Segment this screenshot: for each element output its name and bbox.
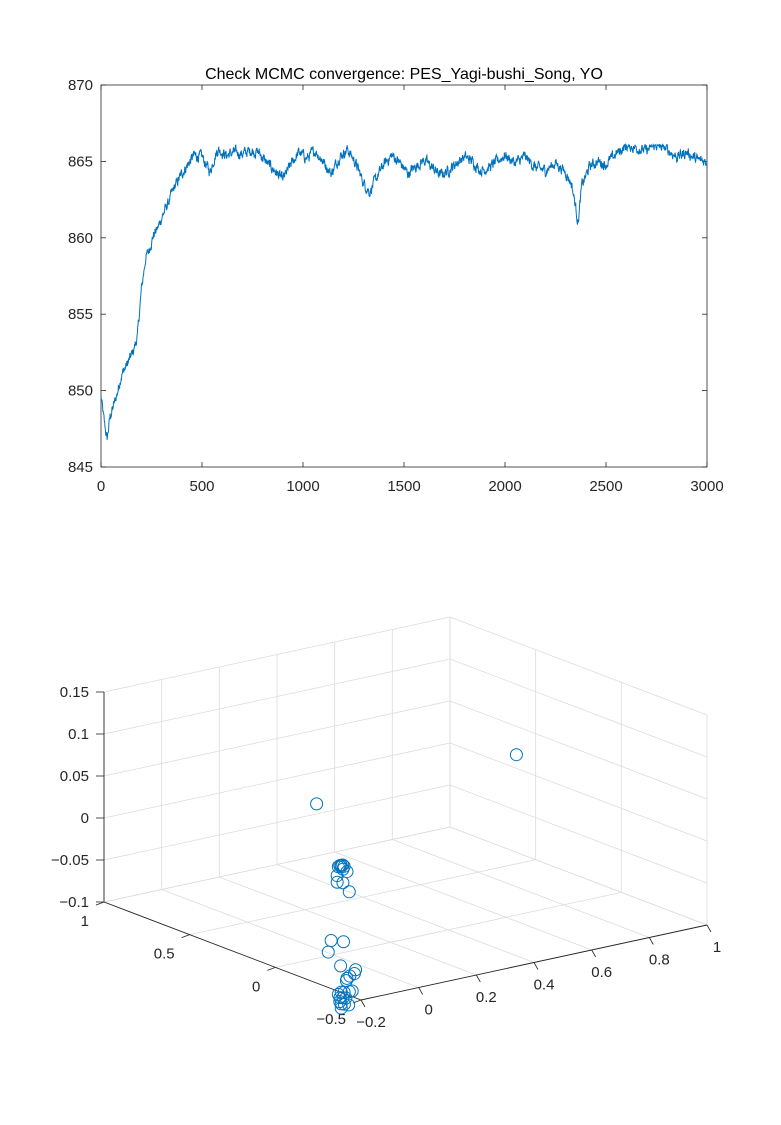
x-axis-tick-label: 0.2 bbox=[476, 989, 497, 1006]
floor-grid-line bbox=[189, 859, 536, 936]
trace-x-tick-label: 500 bbox=[189, 478, 214, 495]
scatter-point bbox=[336, 876, 350, 890]
floor-grid-line bbox=[334, 851, 592, 951]
y-axis-tick bbox=[181, 934, 190, 939]
scatter3d-ticks: −0.2 0 0.2 0.4 0.6 0.8 1 −0.5 0 0.5 1 −0.1 −0.05 0 0.0… bbox=[51, 684, 721, 1031]
x-axis-tick-label: 1 bbox=[713, 939, 721, 956]
x-axis-tick-label: 0.8 bbox=[649, 952, 670, 969]
x-axis-tick bbox=[533, 962, 539, 970]
scatter-point bbox=[310, 797, 324, 811]
side-wall-grid-line bbox=[449, 616, 708, 716]
x-axis-tick bbox=[360, 999, 366, 1008]
x-axis-tick bbox=[475, 974, 481, 983]
floor-grid-line bbox=[276, 864, 535, 963]
side-wall-grid-line bbox=[449, 826, 708, 926]
back-wall-grid-line bbox=[103, 658, 451, 735]
side-wall-grid-line bbox=[449, 742, 708, 842]
side-wall-grid-line bbox=[449, 784, 708, 884]
trace-x-tick-label: 1000 bbox=[286, 478, 319, 495]
trace-plot: Check MCMC convergence: PES_Yagi-bushi_S… bbox=[68, 66, 724, 495]
x-axis-tick bbox=[706, 924, 712, 933]
z-axis-tick-label: 0 bbox=[81, 810, 89, 827]
scatter-point bbox=[342, 998, 356, 1012]
scatter3d-plot: −0.2 0 0.2 0.4 0.6 0.8 1 −0.5 0 0.5 1 −0.1 −0.05 0 0.0… bbox=[51, 616, 721, 1031]
side-wall-grid-line bbox=[449, 700, 708, 800]
x-axis-tick-label: 0 bbox=[424, 1002, 432, 1019]
y-axis-tick-label: 0 bbox=[252, 978, 260, 995]
scatter-point bbox=[509, 748, 523, 762]
y-axis-tick bbox=[267, 966, 276, 971]
floor-grid-line bbox=[219, 876, 477, 976]
back-wall-grid-line bbox=[103, 826, 451, 903]
z-axis-tick-label: 0.1 bbox=[68, 726, 89, 743]
floor-grid-line bbox=[161, 889, 419, 988]
back-wall-grid-line bbox=[103, 700, 451, 777]
scatter-point bbox=[321, 945, 335, 959]
scatter3d-points bbox=[310, 748, 523, 1015]
trace-y-tick-label: 860 bbox=[68, 230, 93, 247]
trace-y-tick-label: 865 bbox=[68, 153, 93, 170]
trace-ticks: 0 500 1000 1500 2000 2500 3000 845 850 855 860 865 8… bbox=[68, 77, 724, 495]
x-axis-tick bbox=[648, 937, 654, 945]
floor-grid-line bbox=[275, 891, 622, 968]
trace-y-tick-label: 855 bbox=[68, 306, 93, 323]
floor-grid-line bbox=[392, 839, 650, 938]
z-axis-tick-label: 0.05 bbox=[60, 768, 89, 785]
z-axis-tick-label: −0.1 bbox=[59, 894, 89, 911]
trace-x-tick-label: 1500 bbox=[387, 478, 420, 495]
scatter-point bbox=[336, 935, 350, 949]
y-axis-tick-label: 1 bbox=[81, 913, 89, 930]
trace-y-tick-label: 870 bbox=[68, 77, 93, 94]
trace-title: Check MCMC convergence: PES_Yagi-bushi_S… bbox=[205, 66, 603, 83]
back-wall-grid-line bbox=[103, 742, 451, 819]
scatter-point bbox=[334, 1001, 348, 1015]
y-axis-tick bbox=[95, 901, 105, 906]
trace-y-tick-label: 850 bbox=[68, 383, 93, 400]
scatter-point bbox=[349, 963, 363, 977]
y-axis-tick-label: −0.5 bbox=[316, 1011, 346, 1028]
x-axis-tick bbox=[418, 987, 424, 995]
trace-series-line bbox=[100, 142, 708, 440]
x-axis-tick-label: 0.4 bbox=[534, 977, 555, 994]
trace-axes-box bbox=[100, 84, 708, 468]
trace-x-tick-label: 2000 bbox=[488, 478, 521, 495]
z-axis-tick-label: −0.05 bbox=[51, 852, 89, 869]
trace-y-tick-label: 845 bbox=[68, 459, 93, 476]
back-wall-grid-line bbox=[103, 616, 451, 693]
scatter-point bbox=[334, 959, 348, 973]
x-axis-tick-label: 0.6 bbox=[591, 964, 612, 981]
x-axis-tick-label: −0.2 bbox=[356, 1014, 386, 1031]
back-wall-grid-line bbox=[103, 784, 451, 861]
trace-x-tick-label: 0 bbox=[97, 478, 105, 495]
scatter-point bbox=[330, 875, 344, 889]
scatter-point bbox=[342, 885, 356, 899]
trace-x-tick-label: 3000 bbox=[690, 478, 723, 495]
y-axis-line bbox=[103, 901, 362, 1001]
side-wall-grid-line bbox=[449, 658, 708, 758]
scatter-point bbox=[334, 997, 348, 1011]
z-axis-tick-label: 0.15 bbox=[60, 684, 89, 701]
x-axis-tick bbox=[591, 949, 597, 958]
trace-x-tick-label: 2500 bbox=[589, 478, 622, 495]
y-axis-tick-label: 0.5 bbox=[154, 946, 175, 963]
